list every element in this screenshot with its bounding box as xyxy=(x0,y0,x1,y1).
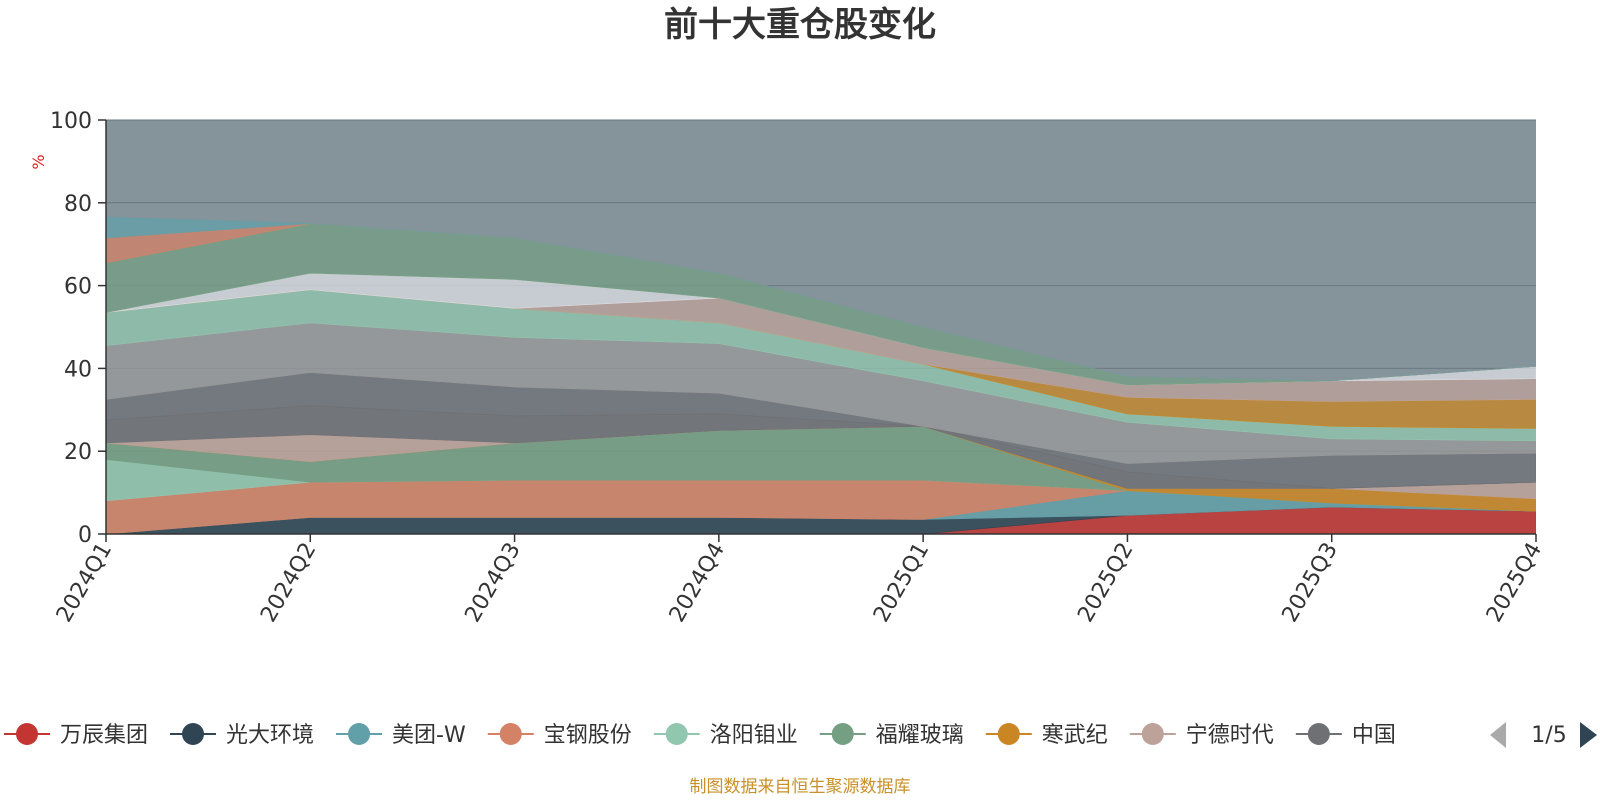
area-layers xyxy=(106,405,1536,534)
x-tick-label-2024Q1: 2024Q1 xyxy=(52,539,117,627)
x-tick-label-2024Q3: 2024Q3 xyxy=(460,539,525,627)
area-series-1 xyxy=(106,506,1536,534)
legend-marker xyxy=(665,723,688,745)
x-tick-label-2024Q4: 2024Q4 xyxy=(665,539,730,627)
y-tick-label-60: 60 xyxy=(64,275,92,300)
legend-label: 中国 xyxy=(1352,723,1396,748)
legend-page-indicator: 1/5 xyxy=(1531,723,1566,748)
legend-label: 福耀玻璃 xyxy=(876,723,964,748)
legend-item-3[interactable]: 美团-W xyxy=(336,723,466,748)
legend-marker xyxy=(831,723,854,745)
legend[interactable]: 万辰集团 光大环境 美团-W 宝钢股份 洛阳钼业 福耀玻璃 寒武纪 宁德时代 中国 1/5 xyxy=(4,722,1597,748)
legend-item-5[interactable]: 洛阳钼业 xyxy=(653,723,798,748)
legend-label: 美团-W xyxy=(392,723,466,748)
legend-marker xyxy=(348,723,371,745)
legend-item-1[interactable]: 万辰集团 xyxy=(4,723,148,748)
legend-item-7[interactable]: 寒武纪 xyxy=(985,723,1108,748)
x-tick-label-2025Q1: 2025Q1 xyxy=(869,539,934,627)
y-tick-label-20: 20 xyxy=(64,440,92,465)
legend-label: 洛阳钼业 xyxy=(710,723,798,748)
legend-item-8[interactable]: 宁德时代 xyxy=(1129,723,1274,748)
upper-band-9 xyxy=(106,216,1536,382)
legend-item-6[interactable]: 福耀玻璃 xyxy=(819,723,964,748)
legend-marker xyxy=(182,723,205,745)
legend-prev-page-icon[interactable] xyxy=(1490,722,1506,748)
legend-marker xyxy=(997,723,1020,745)
y-tick-label-100: 100 xyxy=(50,109,92,134)
legend-label: 寒武纪 xyxy=(1042,723,1108,748)
legend-label: 万辰集团 xyxy=(60,723,148,748)
legend-label: 宝钢股份 xyxy=(544,723,632,748)
legend-item-4[interactable]: 宝钢股份 xyxy=(487,723,632,748)
y-axis-unit: % xyxy=(29,154,48,169)
upper-decorative-bands xyxy=(106,216,1536,489)
legend-marker xyxy=(16,723,38,745)
legend-item-2[interactable]: 光大环境 xyxy=(170,723,314,748)
chart-title: 前十大重仓股变化 xyxy=(664,5,936,45)
legend-item-9[interactable]: 中国 xyxy=(1295,723,1396,748)
legend-marker xyxy=(499,723,522,745)
legend-next-page-icon[interactable] xyxy=(1580,722,1597,748)
x-tick-label-2025Q4: 2025Q4 xyxy=(1482,539,1547,627)
y-tick-label-0: 0 xyxy=(78,523,92,548)
legend-label: 光大环境 xyxy=(226,723,314,748)
legend-marker xyxy=(1307,723,1330,745)
y-tick-label-40: 40 xyxy=(64,357,92,382)
x-tick-label-2025Q3: 2025Q3 xyxy=(1278,539,1343,627)
source-note: 制图数据来自恒生聚源数据库 xyxy=(690,777,911,797)
legend-label: 宁德时代 xyxy=(1186,723,1274,748)
x-tick-label-2024Q2: 2024Q2 xyxy=(256,539,321,627)
x-tick-label-2025Q2: 2025Q2 xyxy=(1073,539,1138,627)
legend-marker xyxy=(1141,723,1164,745)
y-tick-label-80: 80 xyxy=(64,192,92,217)
